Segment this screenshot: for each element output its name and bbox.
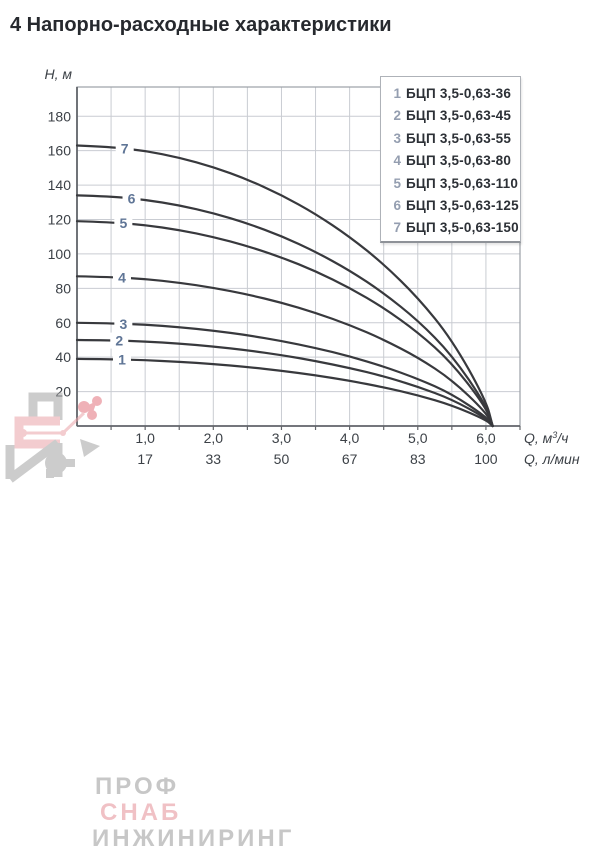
legend-item-number: 1 (393, 86, 401, 101)
curve-7 (75, 144, 494, 428)
curve-5 (75, 220, 494, 428)
legend-item-model-name: БЦП 3,5-0,63-55 (406, 130, 512, 146)
curve-label-1: 1 (118, 352, 126, 368)
x-tick-label-m3h: 1,0 (135, 430, 155, 446)
y-tick-label: 40 (55, 349, 71, 365)
curve-6 (75, 194, 494, 428)
legend-item-number: 7 (393, 220, 401, 236)
x-tick-label-lmin: 17 (137, 451, 153, 467)
y-tick-label: 60 (55, 315, 71, 331)
legend-item-number: 3 (393, 130, 401, 146)
x-tick-label-lmin: 100 (474, 451, 498, 467)
x-axis-unit-secondary: Q, л/мин (524, 451, 580, 467)
legend-item-2: 2 БЦП 3,5-0,63-45 (390, 105, 520, 127)
legend-item-6: 6 БЦП 3,5-0,63-125 (390, 195, 520, 217)
legend-item-number: 6 (393, 197, 401, 213)
x-tick-label-m3h: 5,0 (408, 430, 428, 446)
x-tick-label-m3h: 6,0 (476, 430, 496, 446)
y-axis-unit-label: H, м (45, 66, 73, 82)
legend-item-model-name: БЦП 3,5-0,63-125 (406, 197, 519, 213)
legend-item-number: 4 (393, 153, 401, 169)
legend-item-number: 2 (393, 108, 401, 124)
legend-item-5: 5 БЦП 3,5-0,63-110 (390, 173, 520, 195)
legend-item-model-name: БЦП 3,5-0,63-150 (406, 220, 519, 236)
x-tick-label-m3h: 2,0 (204, 430, 224, 446)
curve-label-5: 5 (119, 215, 127, 231)
y-tick-label: 20 (55, 384, 71, 400)
legend-item-model-name: БЦП 3,5-0,63-45 (406, 108, 512, 124)
page-title: 4 Напорно-расходные характеристики (10, 14, 392, 36)
y-tick-label: 140 (48, 177, 72, 193)
curve-label-gap-5 (114, 215, 133, 232)
x-axis-unit-primary: Q, м3/ч (524, 430, 568, 446)
curve-3 (75, 321, 494, 428)
x-tick-label-m3h: 3,0 (272, 430, 292, 446)
legend-item-1: 1 БЦП 3,5-0,63-36 (390, 83, 520, 105)
curve-2 (75, 338, 494, 428)
x-tick-label-lmin: 83 (410, 451, 426, 467)
legend-item-model-name: БЦП 3,5-0,63-36 (406, 86, 512, 101)
legend-item-number: 5 (393, 175, 401, 191)
curve-label-3: 3 (119, 316, 127, 332)
chart-legend: 1 БЦП 3,5-0,63-36 2 БЦП 3,5-0,63-45 3 БЦП 3,5… (380, 76, 521, 243)
curve-1 (75, 357, 494, 428)
x-tick-label-lmin: 67 (342, 451, 358, 467)
watermark-line-snab: СНАБ (100, 799, 182, 826)
x-tick-label-lmin: 33 (206, 451, 222, 467)
x-tick-label-m3h: 4,0 (340, 430, 360, 446)
watermark-line-eng: ИНЖИНИРИНГ (92, 825, 295, 852)
curve-label-gap-1 (112, 351, 131, 368)
legend-item-7: 7 БЦП 3,5-0,63-150 (390, 217, 520, 239)
curve-label-2: 2 (115, 333, 123, 349)
y-tick-label: 80 (55, 280, 71, 296)
curve-label-gap-4 (112, 269, 131, 286)
curve-label-7: 7 (121, 140, 129, 156)
curve-label-4: 4 (118, 270, 126, 286)
y-tick-label: 180 (48, 108, 72, 124)
curve-label-gap-6 (122, 190, 141, 207)
curve-label-6: 6 (128, 190, 136, 206)
curve-label-gap-7 (115, 140, 134, 157)
x-tick-label-lmin: 50 (274, 451, 290, 467)
watermark-line-prof: ПРОФ (95, 773, 180, 800)
legend-item-model-name: БЦП 3,5-0,63-110 (406, 175, 519, 191)
curve-label-gap-2 (110, 332, 129, 349)
legend-item-model-name: БЦП 3,5-0,63-80 (406, 153, 512, 169)
legend-item-3: 3 БЦП 3,5-0,63-55 (390, 128, 520, 150)
y-tick-label: 100 (48, 246, 72, 262)
y-tick-label: 160 (48, 143, 72, 159)
y-tick-label: 120 (48, 212, 72, 228)
curve-4 (75, 275, 494, 428)
curve-label-gap-3 (114, 315, 133, 332)
legend-item-4: 4 БЦП 3,5-0,63-80 (390, 150, 520, 172)
